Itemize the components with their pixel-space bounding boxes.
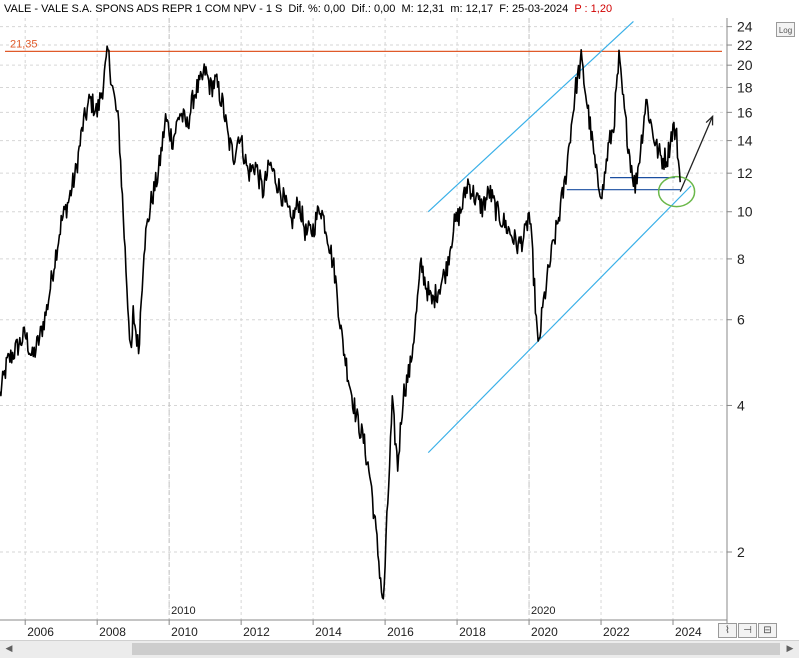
arrow-right-icon[interactable]: ▶ bbox=[786, 644, 794, 654]
dif-value: Dif.: 0,00 bbox=[351, 3, 396, 15]
min-value: m: 12,17 bbox=[450, 3, 494, 15]
cursor-lock-icon: ⊣ bbox=[743, 625, 752, 636]
arrow-left-icon[interactable]: ◀ bbox=[5, 644, 13, 654]
projection-arrow-line bbox=[679, 116, 714, 192]
date-value: F: 25-03-2024 bbox=[499, 3, 569, 15]
x-tick-label: 2020 bbox=[531, 625, 558, 639]
x-tick-label: 2008 bbox=[99, 625, 126, 639]
price-line bbox=[0, 45, 681, 600]
price-series bbox=[0, 45, 681, 600]
y-tick-label: 4 bbox=[737, 397, 745, 413]
zoom-button[interactable]: ⊟ bbox=[758, 623, 777, 638]
x-tick-label: 2012 bbox=[243, 625, 270, 639]
dif-pct-value: Dif. %: 0,00 bbox=[288, 3, 346, 15]
y-tick-label: 24 bbox=[737, 19, 753, 35]
y-tick-label: 2 bbox=[737, 544, 745, 560]
y-tick-label: 10 bbox=[737, 204, 753, 220]
x-tick-label: 2018 bbox=[459, 625, 486, 639]
chart-type-button[interactable]: ⌇ bbox=[718, 623, 737, 638]
y-tick-label: 16 bbox=[737, 104, 753, 120]
x-tick-label: 2016 bbox=[387, 625, 414, 639]
x-tick-label: 2014 bbox=[315, 625, 342, 639]
channel-lower-line bbox=[427, 185, 692, 454]
y-tick-label: 22 bbox=[737, 37, 753, 53]
x-tick-label: 2022 bbox=[603, 625, 630, 639]
line-chart-icon: ⌇ bbox=[725, 625, 730, 636]
y-tick-label: 20 bbox=[737, 57, 753, 73]
highlight-circle bbox=[657, 175, 696, 208]
year-marker-label: 2010 bbox=[171, 605, 195, 617]
p-value: P : 1,20 bbox=[574, 3, 613, 15]
resistance-label: 21,35 bbox=[10, 38, 38, 50]
chart-header: VALE - VALE S.A. SPONS ADS REPR 1 COM NP… bbox=[4, 3, 615, 19]
y-tick-label: 8 bbox=[737, 251, 745, 267]
axes bbox=[0, 18, 732, 625]
symbol-title: VALE - VALE S.A. SPONS ADS REPR 1 COM NP… bbox=[4, 3, 283, 15]
x-tick-label: 2024 bbox=[675, 625, 702, 639]
y-tick-label: 18 bbox=[737, 79, 753, 95]
x-tick-label: 2006 bbox=[27, 625, 54, 639]
cursor-button[interactable]: ⊣ bbox=[738, 623, 757, 638]
scroll-thumb[interactable] bbox=[132, 643, 780, 655]
zoom-fit-icon: ⊟ bbox=[763, 625, 772, 636]
x-tick-label: 2010 bbox=[171, 625, 198, 639]
year-marker-label: 2020 bbox=[531, 605, 555, 617]
y-tick-label: 14 bbox=[737, 133, 753, 149]
horizontal-scrollbar[interactable]: ◀ ▶ bbox=[0, 640, 799, 658]
y-tick-label: 12 bbox=[737, 165, 753, 181]
y-tick-label: 6 bbox=[737, 312, 745, 328]
projection-arrow-head bbox=[705, 114, 714, 126]
annotations bbox=[5, 20, 722, 454]
channel-upper-line bbox=[427, 20, 634, 213]
log-scale-button[interactable]: Log bbox=[776, 22, 795, 37]
max-value: M: 12,31 bbox=[401, 3, 445, 15]
grid bbox=[0, 18, 727, 620]
